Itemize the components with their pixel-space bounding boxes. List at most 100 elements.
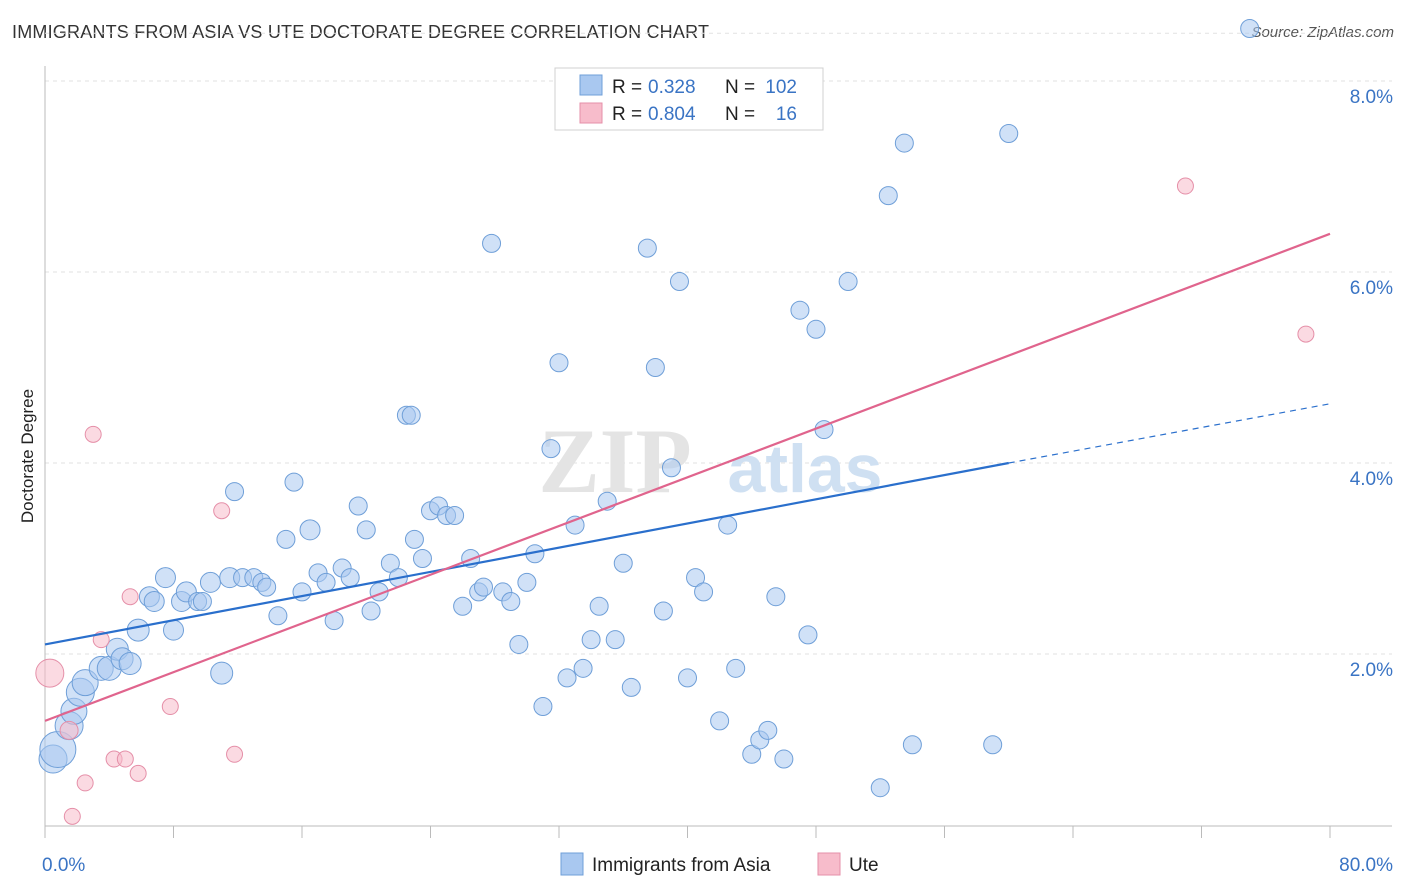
asia-point-97 [894,133,914,153]
asia-point-23 [225,482,245,502]
asia-point-55 [474,577,494,597]
asia-point-52 [453,596,473,616]
asia-point-72 [613,553,633,573]
asia-point-29 [276,529,296,549]
ute-point-12 [226,745,244,763]
asia-point-30 [284,472,304,492]
asia-point-96 [878,186,898,206]
ute-trend-line [44,232,1331,722]
asia-trend-line [44,461,1009,646]
asia-point-90 [790,300,810,320]
asia-point-78 [669,272,689,292]
asia-point-46 [404,529,424,549]
ute-point-2 [63,807,81,825]
legend-n-label-asia: N = [725,77,755,98]
legend-r-value-asia: 0.328 [648,77,696,98]
asia-point-20 [199,571,221,593]
asia-point-63 [541,439,561,459]
grid-lines [45,32,1392,655]
asia-point-79 [678,668,697,688]
asia-point-68 [581,630,601,650]
legend-n-value-ute: 16 [776,104,797,125]
y-tick-label-0: 2.0% [1350,660,1393,681]
asia-point-65 [557,668,577,688]
asia-point-10 [118,652,142,676]
asia-point-92 [806,319,826,339]
asia-point-82 [710,711,730,731]
ute-point-13 [1176,177,1194,195]
ute-point-1 [59,720,79,740]
asia-point-51 [445,506,465,526]
x-tick-label-1: 80.0% [1339,855,1393,876]
bottom-legend-swatch-ute [817,852,841,876]
asia-point-15 [163,619,184,641]
chart-title: IMMIGRANTS FROM ASIA VS UTE DOCTORATE DE… [12,22,710,42]
asia-point-39 [356,520,376,540]
y-axis-label: Doctorate Degree [18,389,37,523]
asia-point-40 [361,601,381,621]
legend-r-label-asia: R = [612,77,642,98]
asia-point-99 [983,735,1003,755]
asia-point-81 [694,582,714,602]
y-tick-label-2: 6.0% [1350,278,1393,299]
asia-point-84 [726,658,746,678]
asia-point-69 [589,596,609,616]
ute-point-0 [35,658,65,688]
asia-point-62 [533,697,553,717]
asia-point-21 [210,661,234,685]
legend-swatch-asia [579,74,603,96]
asia-point-80 [686,568,706,588]
ute-point-7 [116,750,134,768]
asia-point-45 [401,405,421,425]
asia-point-11 [126,618,150,642]
asia-point-74 [637,238,657,258]
asia-point-13 [143,590,165,612]
legend-r-label-ute: R = [612,104,642,125]
bottom-legend-label-ute: Ute [849,855,879,876]
asia-point-67 [573,658,593,678]
bottom-legend: Immigrants from Asia Ute [560,852,879,876]
source-label: Source: ZipAtlas.com [1251,24,1394,41]
ute-point-4 [84,425,102,443]
legend-r-value-ute: 0.804 [648,104,696,125]
asia-point-83 [718,515,738,535]
asia-point-101 [1240,18,1260,38]
tick-labels: 2.0% 4.0% 6.0% 8.0% 0.0% 80.0% [42,87,1393,876]
asia-point-71 [605,630,625,650]
asia-point-75 [645,358,665,377]
asia-trend-extension [1008,403,1331,464]
bottom-legend-label-asia: Immigrants from Asia [592,855,771,876]
asia-point-85 [742,744,762,764]
x-tick-label-0: 0.0% [42,855,85,876]
asia-point-64 [549,353,569,373]
ute-point-14 [1297,325,1315,343]
ute-point-11 [213,502,231,520]
legend: R = 0.328 N = 102 R = 0.804 N = 16 [554,67,824,131]
ute-point-3 [76,774,94,792]
asia-point-95 [870,778,890,798]
asia-point-56 [482,233,502,253]
asia-point-14 [154,567,176,589]
bottom-legend-swatch-asia [560,852,584,876]
asia-point-59 [509,634,529,654]
asia-point-100 [999,124,1019,144]
y-tick-label-1: 4.0% [1350,469,1393,490]
watermark: ZIP atlas [538,410,882,512]
ute-point-10 [161,698,179,716]
asia-point-77 [661,458,681,478]
asia-point-88 [766,587,786,607]
asia-point-27 [257,577,277,597]
asia-point-60 [517,572,537,592]
asia-point-34 [316,572,336,592]
y-tick-label-3: 8.0% [1350,87,1393,108]
asia-point-89 [774,749,794,769]
legend-n-label-ute: N = [725,104,755,125]
asia-point-47 [412,549,432,568]
axes [44,66,1392,838]
asia-point-19 [192,591,212,611]
asia-point-87 [758,720,778,740]
asia-point-94 [838,272,858,292]
asia-point-98 [902,735,922,755]
ute-point-9 [129,764,147,782]
asia-point-58 [501,591,521,611]
